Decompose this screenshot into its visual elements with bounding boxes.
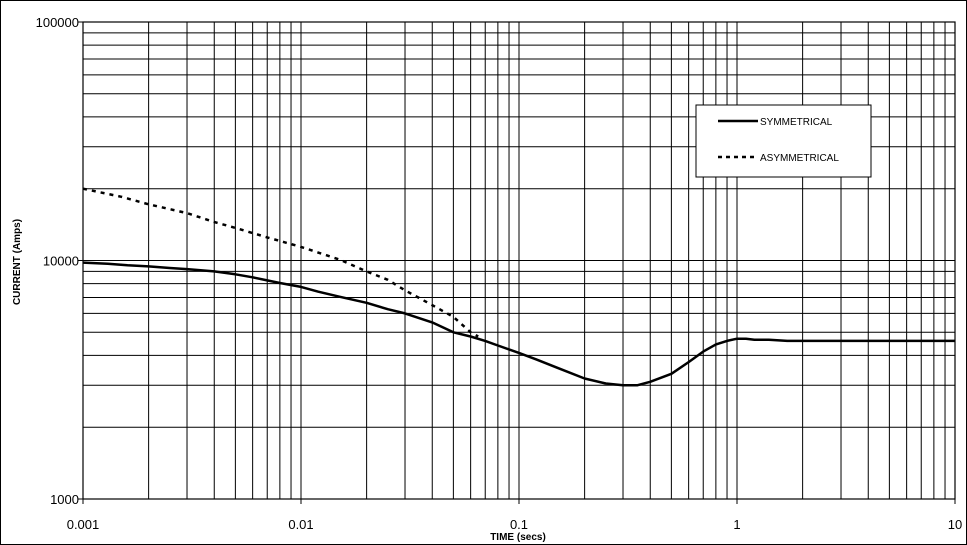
- x-tick-label: 0.001: [67, 517, 100, 532]
- legend-asymmetrical-label: ASYMMETRICAL: [760, 153, 839, 164]
- y-axis-title: CURRENT (Amps): [12, 219, 23, 305]
- legend-symmetrical-label: SYMMETRICAL: [760, 117, 833, 128]
- tick-labels: 0.001 0.01 0.1 1 10 1000 10000 100000: [36, 15, 963, 532]
- series-asymmetrical-line: [82, 187, 479, 338]
- legend: SYMMETRICAL ASYMMETRICAL: [695, 104, 872, 178]
- x-axis-title: TIME (secs): [490, 532, 546, 543]
- y-tick-label: 100000: [36, 15, 79, 30]
- x-tick-label: 0.01: [288, 517, 313, 532]
- grid: [83, 22, 955, 499]
- x-tick-label: 10: [948, 517, 962, 532]
- x-tick-label: 1: [733, 517, 740, 532]
- legend-box: [695, 104, 872, 178]
- x-tick-label: 0.1: [510, 517, 528, 532]
- y-tick-label: 10000: [43, 254, 79, 269]
- series-lines: [82, 187, 955, 387]
- series-symmetrical-line: [82, 261, 955, 387]
- y-tick-label: 1000: [50, 492, 79, 507]
